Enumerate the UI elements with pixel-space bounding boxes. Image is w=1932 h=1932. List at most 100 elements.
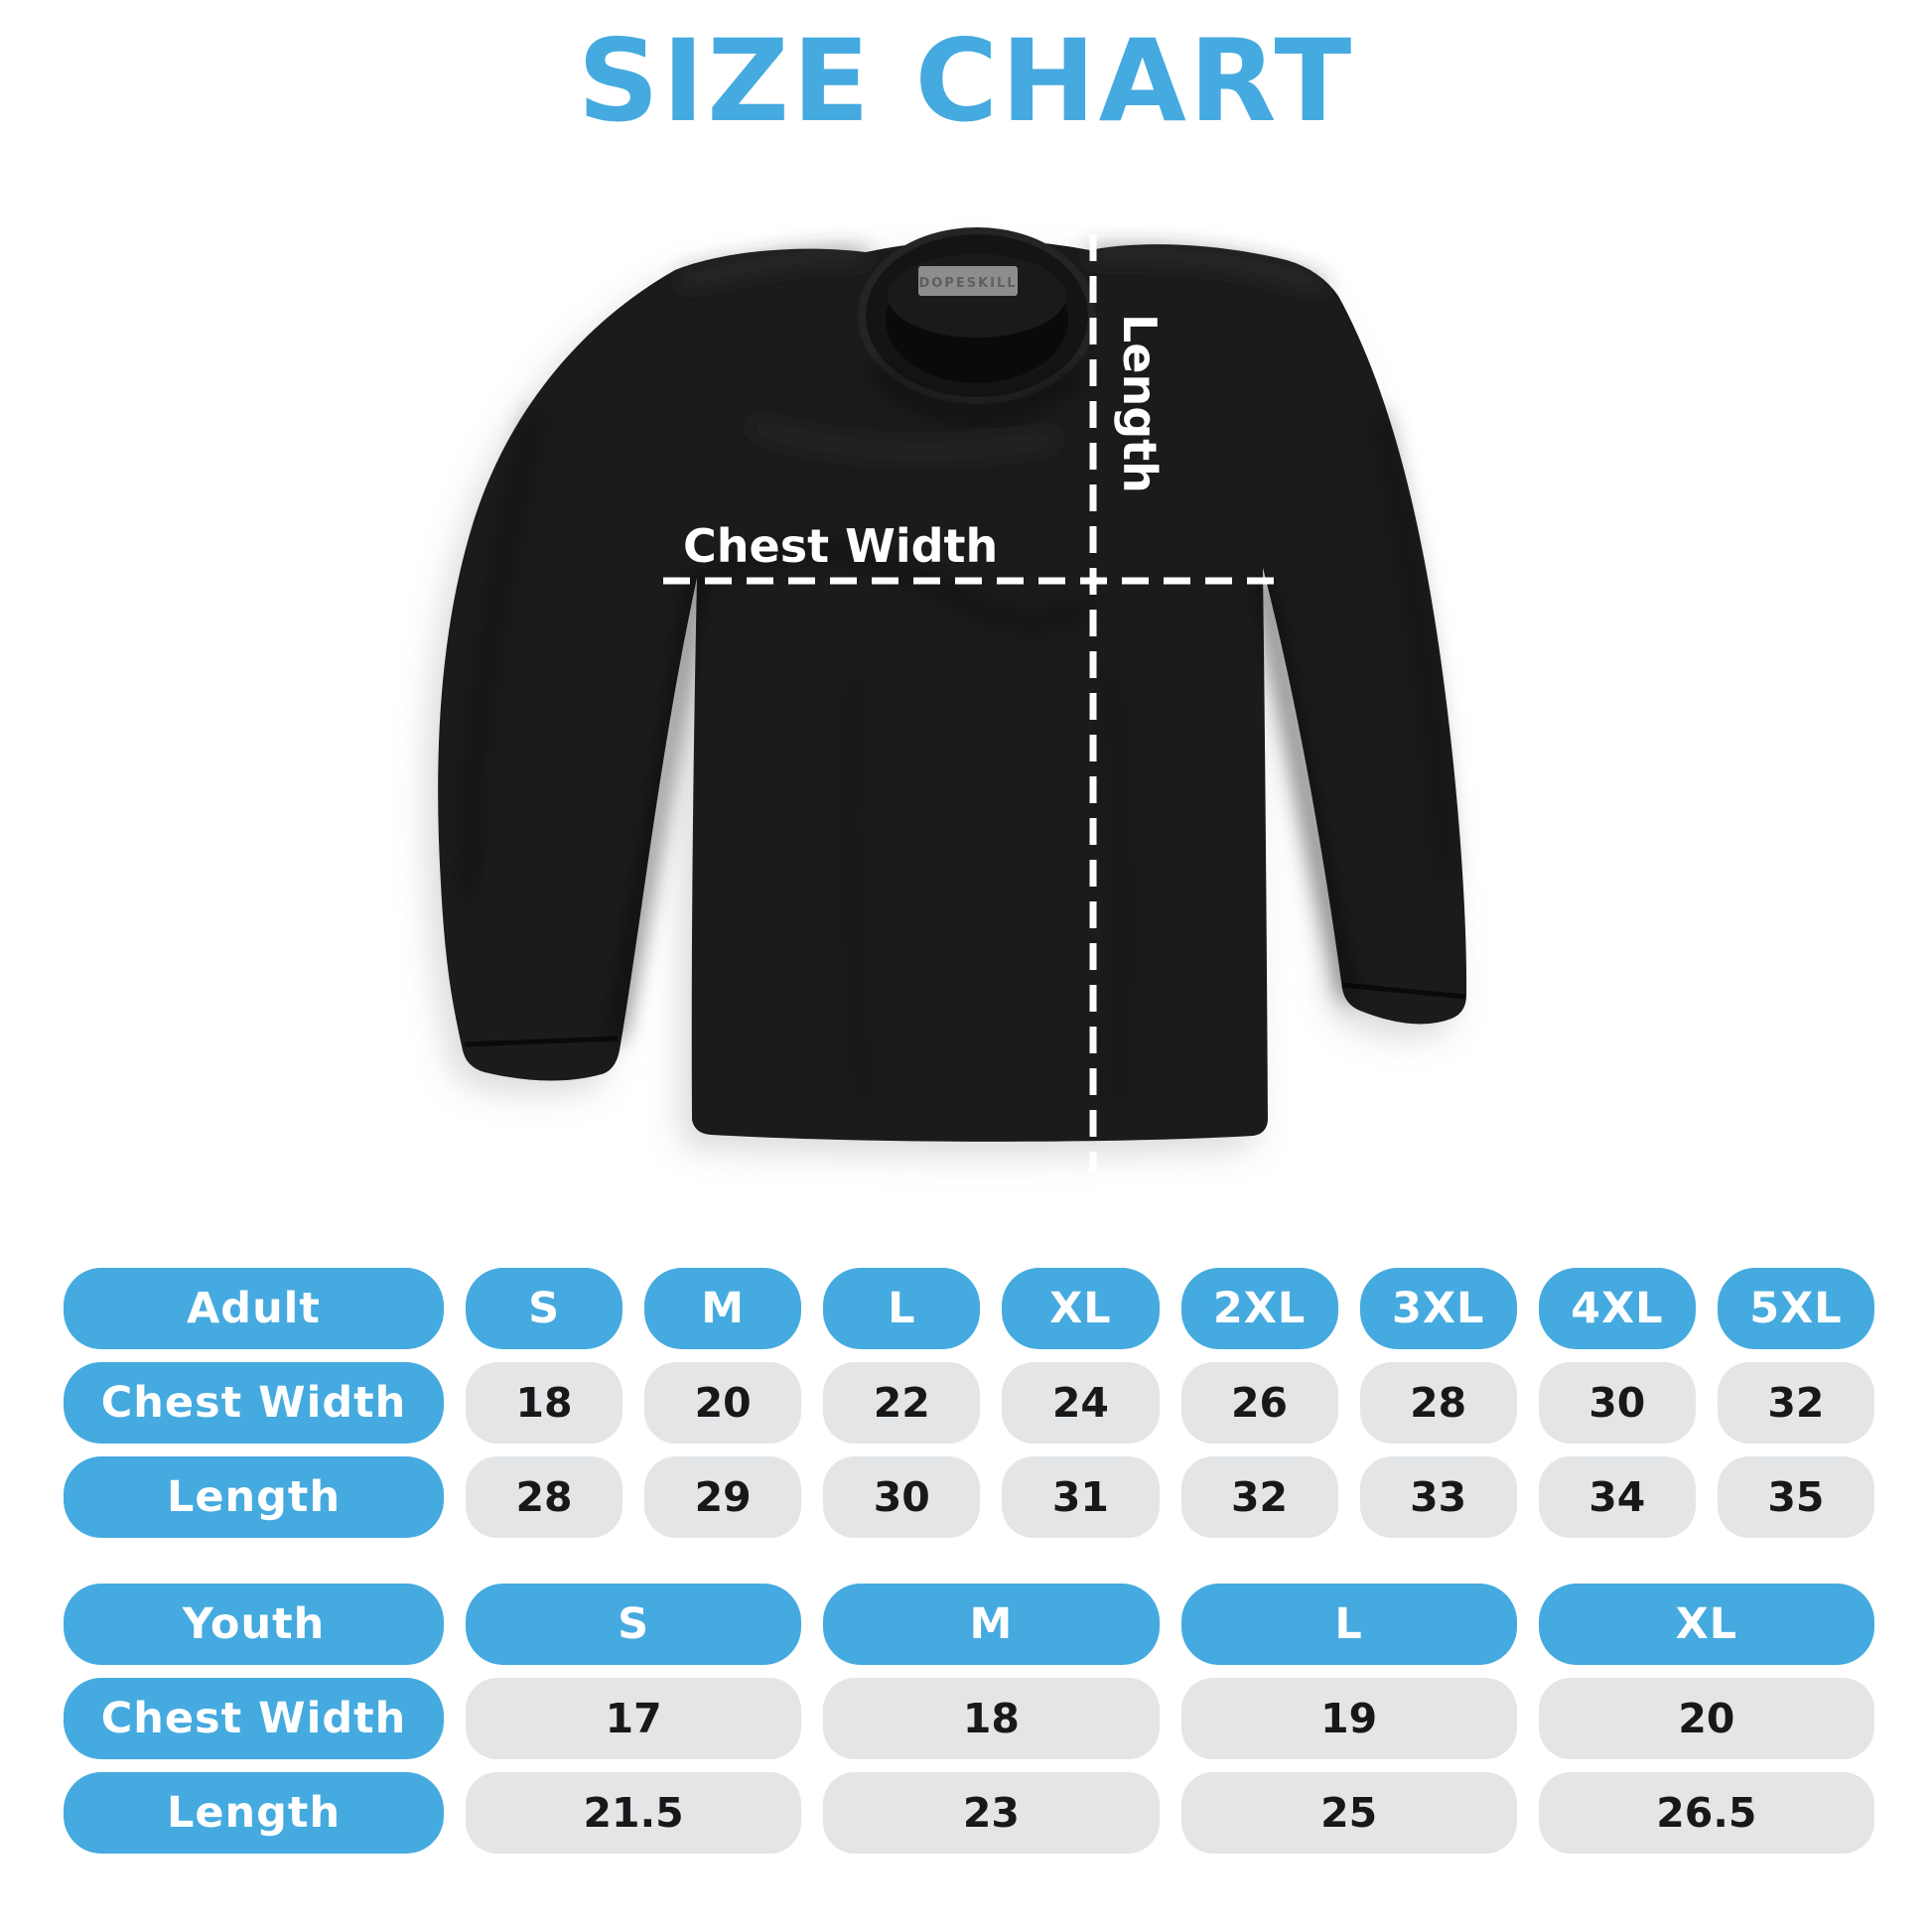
youth-value-1-1-text: 23 xyxy=(962,1789,1020,1837)
youth-value-0-1-text: 18 xyxy=(962,1695,1020,1742)
youth-row-label-1-text: Length xyxy=(166,1788,342,1838)
adult-value-1-2-text: 30 xyxy=(873,1473,930,1521)
youth-size-col-3: XL xyxy=(1538,1584,1874,1665)
adult-size-col-1: M xyxy=(644,1268,802,1349)
youth-value-0-0: 17 xyxy=(466,1678,802,1759)
adult-value-0-0: 18 xyxy=(466,1362,623,1444)
page-title: SIZE CHART xyxy=(577,15,1355,147)
adult-value-1-7: 35 xyxy=(1717,1456,1874,1538)
adult-row-label-1: Length xyxy=(64,1456,444,1538)
adult-value-0-0-text: 18 xyxy=(515,1379,573,1427)
adult-value-0-4: 26 xyxy=(1180,1362,1338,1444)
length-label: Length xyxy=(1113,314,1167,493)
youth-table-title-text: Youth xyxy=(182,1599,326,1649)
adult-value-0-6: 30 xyxy=(1538,1362,1696,1444)
adult-value-1-3-text: 31 xyxy=(1051,1473,1109,1521)
youth-value-1-2: 25 xyxy=(1180,1772,1517,1854)
adult-size-col-3: XL xyxy=(1002,1268,1160,1349)
adult-value-1-0: 28 xyxy=(466,1456,623,1538)
youth-row-label-0: Chest Width xyxy=(64,1678,444,1759)
adult-value-1-1-text: 29 xyxy=(694,1473,752,1521)
neck-tag xyxy=(918,266,1018,296)
shirt-silhouette xyxy=(438,239,1467,1142)
youth-size-col-3-text: XL xyxy=(1675,1599,1738,1649)
adult-size-col-0: S xyxy=(466,1268,623,1349)
adult-data-row-1: Length 28 29 30 31 32 33 34 35 xyxy=(64,1456,1874,1538)
youth-value-0-0-text: 17 xyxy=(605,1695,662,1742)
adult-value-1-6: 34 xyxy=(1538,1456,1696,1538)
youth-size-col-1: M xyxy=(823,1584,1160,1665)
adult-size-col-6-text: 4XL xyxy=(1571,1284,1664,1333)
adult-size-col-7-text: 5XL xyxy=(1749,1284,1843,1333)
adult-value-1-5-text: 33 xyxy=(1410,1473,1467,1521)
youth-value-0-2: 19 xyxy=(1180,1678,1517,1759)
adult-value-1-0-text: 28 xyxy=(515,1473,573,1521)
chest-width-label: Chest Width xyxy=(683,519,998,573)
youth-value-1-3: 26.5 xyxy=(1538,1772,1874,1854)
youth-value-0-2-text: 19 xyxy=(1320,1695,1378,1742)
adult-value-1-4: 32 xyxy=(1180,1456,1338,1538)
left-cuff-seam xyxy=(464,1035,619,1047)
adult-value-1-1: 29 xyxy=(644,1456,802,1538)
adult-value-0-5-text: 28 xyxy=(1410,1379,1467,1427)
adult-row-label-1-text: Length xyxy=(166,1472,342,1522)
adult-table-title-text: Adult xyxy=(187,1284,321,1333)
youth-data-row-1: Length 21.5 23 25 26.5 xyxy=(64,1772,1874,1854)
adult-value-1-6-text: 34 xyxy=(1588,1473,1646,1521)
adult-value-0-7: 32 xyxy=(1717,1362,1874,1444)
youth-size-col-0-text: S xyxy=(618,1599,650,1649)
right-cuff-seam xyxy=(1341,982,1466,1000)
adult-value-1-7-text: 35 xyxy=(1767,1473,1825,1521)
adult-value-0-6-text: 30 xyxy=(1588,1379,1646,1427)
adult-value-0-3: 24 xyxy=(1002,1362,1160,1444)
adult-size-col-7: 5XL xyxy=(1717,1268,1874,1349)
adult-size-col-5: 3XL xyxy=(1359,1268,1517,1349)
adult-row-label-0: Chest Width xyxy=(64,1362,444,1444)
size-tables: Adult S M L XL 2XL 3XL 4XL 5XL Chest Width 18 20 22 2… xyxy=(64,1268,1874,1866)
adult-size-col-5-text: 3XL xyxy=(1391,1284,1485,1333)
adult-value-0-2: 22 xyxy=(823,1362,981,1444)
collar-shadow xyxy=(866,362,1090,422)
adult-value-0-4-text: 26 xyxy=(1231,1379,1289,1427)
adult-value-0-1-text: 20 xyxy=(694,1379,752,1427)
adult-size-col-3-text: XL xyxy=(1049,1284,1112,1333)
youth-size-table: Youth S M L XL Chest Width 17 18 19 20 Length 21.5 2… xyxy=(64,1584,1874,1854)
adult-size-col-4-text: 2XL xyxy=(1212,1284,1307,1333)
adult-size-col-0-text: S xyxy=(528,1284,561,1333)
adult-value-1-2: 30 xyxy=(823,1456,981,1538)
adult-size-table: Adult S M L XL 2XL 3XL 4XL 5XL Chest Width 18 20 22 2… xyxy=(64,1268,1874,1538)
adult-value-1-5: 33 xyxy=(1359,1456,1517,1538)
youth-size-col-0: S xyxy=(466,1584,802,1665)
adult-size-col-1-text: M xyxy=(701,1284,746,1333)
adult-header-row: Adult S M L XL 2XL 3XL 4XL 5XL xyxy=(64,1268,1874,1349)
youth-row-label-1: Length xyxy=(64,1772,444,1854)
youth-value-1-3-text: 26.5 xyxy=(1656,1789,1757,1837)
adult-row-label-0-text: Chest Width xyxy=(100,1378,407,1428)
adult-size-col-2-text: L xyxy=(888,1284,916,1333)
shirt-wrinkles xyxy=(460,249,1451,1108)
adult-value-1-4-text: 32 xyxy=(1231,1473,1289,1521)
adult-value-0-5: 28 xyxy=(1359,1362,1517,1444)
adult-value-0-3-text: 24 xyxy=(1051,1379,1109,1427)
youth-row-label-0-text: Chest Width xyxy=(100,1694,407,1743)
youth-value-0-1: 18 xyxy=(823,1678,1160,1759)
youth-value-1-2-text: 25 xyxy=(1320,1789,1378,1837)
youth-value-0-3: 20 xyxy=(1538,1678,1874,1759)
youth-size-col-2: L xyxy=(1180,1584,1517,1665)
adult-value-0-2-text: 22 xyxy=(873,1379,930,1427)
adult-value-0-7-text: 32 xyxy=(1767,1379,1825,1427)
adult-value-0-1: 20 xyxy=(644,1362,802,1444)
neck-tag-label: DOPESKILL xyxy=(918,276,1017,291)
youth-value-1-0-text: 21.5 xyxy=(583,1789,684,1837)
youth-value-1-0: 21.5 xyxy=(466,1772,802,1854)
adult-size-col-2: L xyxy=(823,1268,981,1349)
youth-value-1-1: 23 xyxy=(823,1772,1160,1854)
youth-header-row: Youth S M L XL xyxy=(64,1584,1874,1665)
youth-data-row-0: Chest Width 17 18 19 20 xyxy=(64,1678,1874,1759)
youth-value-0-3-text: 20 xyxy=(1678,1695,1735,1742)
adult-size-col-6: 4XL xyxy=(1538,1268,1696,1349)
adult-data-row-0: Chest Width 18 20 22 24 26 28 30 32 xyxy=(64,1362,1874,1444)
adult-value-1-3: 31 xyxy=(1002,1456,1160,1538)
adult-size-col-4: 2XL xyxy=(1180,1268,1338,1349)
